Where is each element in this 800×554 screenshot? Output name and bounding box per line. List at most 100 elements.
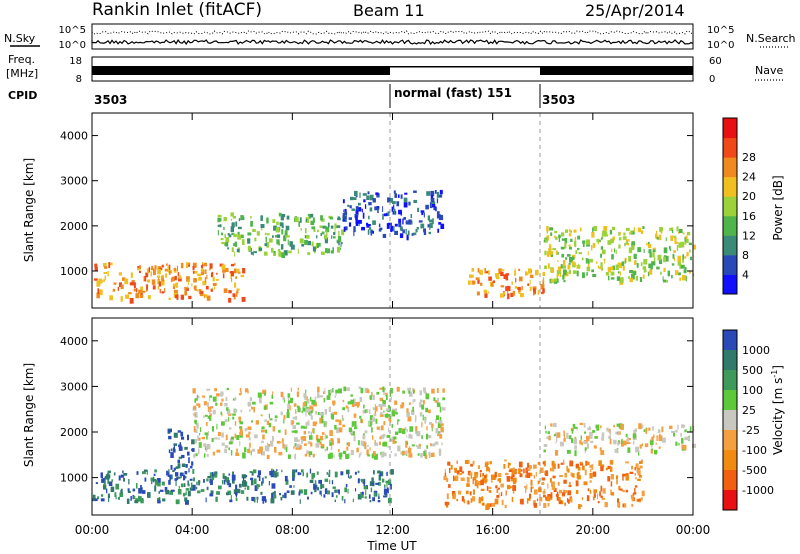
power-cell xyxy=(521,285,523,291)
velocity-cell xyxy=(469,472,473,476)
power-cell xyxy=(548,244,552,250)
velocity-cell xyxy=(600,450,605,456)
power-cell xyxy=(326,230,328,236)
power-cell xyxy=(204,281,206,284)
power-cell xyxy=(223,226,225,230)
velocity-cell xyxy=(172,447,175,453)
time-tick-label: 12:00 xyxy=(375,523,410,537)
power-cell xyxy=(556,278,559,283)
power-cell xyxy=(173,283,177,287)
power-cell xyxy=(94,263,98,268)
power-cell xyxy=(602,230,606,235)
velocity-cell xyxy=(251,420,253,423)
power-cell xyxy=(542,279,545,286)
velocity-cell xyxy=(388,417,391,422)
power-cell xyxy=(567,264,571,270)
velocity-cell xyxy=(564,490,567,493)
power-cell xyxy=(652,252,655,258)
velocity-cell xyxy=(470,473,472,479)
velocity-cell xyxy=(574,445,577,450)
velocity-cell xyxy=(242,476,245,481)
power-cell xyxy=(582,272,585,279)
power-cell xyxy=(546,226,549,232)
velocity-cell xyxy=(589,425,591,430)
velocity-cell xyxy=(486,503,490,510)
power-cell xyxy=(174,275,177,281)
velocity-cell xyxy=(593,445,597,449)
velocity-cell xyxy=(320,483,323,490)
power-cell xyxy=(363,199,366,203)
velocity-cell xyxy=(294,453,297,460)
velocity-cell xyxy=(261,496,266,501)
velocity-cell xyxy=(578,504,581,510)
velocity-cell xyxy=(333,411,337,415)
power-cell xyxy=(677,261,681,266)
velocity-cell xyxy=(430,452,435,457)
velocity-cell xyxy=(388,427,390,433)
power-cell xyxy=(561,253,565,258)
velocity-cell xyxy=(494,476,497,480)
power-cell xyxy=(128,292,132,295)
velocity-cell xyxy=(323,494,326,498)
power-cell xyxy=(652,261,656,266)
velocity-cell xyxy=(322,391,325,395)
power-cell xyxy=(338,236,342,242)
velocity-cell xyxy=(601,436,604,441)
power-cell xyxy=(103,279,105,282)
velocity-cell xyxy=(342,424,346,428)
velocity-cell xyxy=(374,442,378,447)
power-cell xyxy=(400,228,403,232)
velocity-cell xyxy=(533,500,536,506)
power-cell xyxy=(314,250,316,254)
power-cell xyxy=(591,246,593,251)
velocity-cell xyxy=(613,424,615,428)
power-cell xyxy=(550,279,554,283)
power-cell xyxy=(591,232,595,238)
velocity-cell xyxy=(494,498,499,505)
power-cell xyxy=(394,193,397,198)
power-cell xyxy=(368,215,370,220)
power-cell xyxy=(288,250,292,254)
velocity-cell xyxy=(330,442,333,446)
power-cell xyxy=(97,288,99,294)
nave-label: Nave xyxy=(755,64,783,77)
velocity-cell xyxy=(382,442,384,447)
power-cell xyxy=(367,191,370,195)
velocity-cell xyxy=(518,461,523,468)
velocity-cell xyxy=(491,502,496,507)
power-cell xyxy=(241,296,246,302)
power-cell xyxy=(151,279,156,285)
velocity-cell xyxy=(194,399,196,403)
velocity-cell xyxy=(317,386,320,393)
power-cell xyxy=(222,273,225,279)
velocity-cell xyxy=(677,424,679,430)
velocity-cell xyxy=(231,474,236,481)
velocity-cell xyxy=(248,409,251,412)
power-cell xyxy=(628,247,633,254)
velocity-cell xyxy=(584,449,586,453)
velocity-cell xyxy=(486,466,490,472)
velocity-cell xyxy=(273,494,277,499)
velocity-cell xyxy=(332,486,336,489)
velocity-cell xyxy=(338,427,343,433)
velocity-cell xyxy=(615,431,619,435)
velocity-cell xyxy=(597,501,600,504)
velocity-cell xyxy=(244,447,247,453)
power-cell xyxy=(254,237,257,242)
power-cell xyxy=(256,231,260,236)
velocity-cell xyxy=(449,468,451,473)
velocity-cell xyxy=(117,496,120,500)
power-cell xyxy=(619,271,621,276)
power-cell xyxy=(120,284,124,290)
velocity-cell xyxy=(589,489,592,494)
velocity-cell xyxy=(222,479,224,485)
velocity-cell xyxy=(228,473,231,476)
velocity-cell xyxy=(349,475,352,479)
velocity-cell xyxy=(364,443,367,449)
power-cell xyxy=(375,192,379,195)
power-cell xyxy=(581,257,584,261)
power-cell xyxy=(168,264,171,271)
beam-title: Beam 11 xyxy=(353,1,425,20)
velocity-cell xyxy=(573,426,578,429)
power-cell xyxy=(376,206,380,210)
